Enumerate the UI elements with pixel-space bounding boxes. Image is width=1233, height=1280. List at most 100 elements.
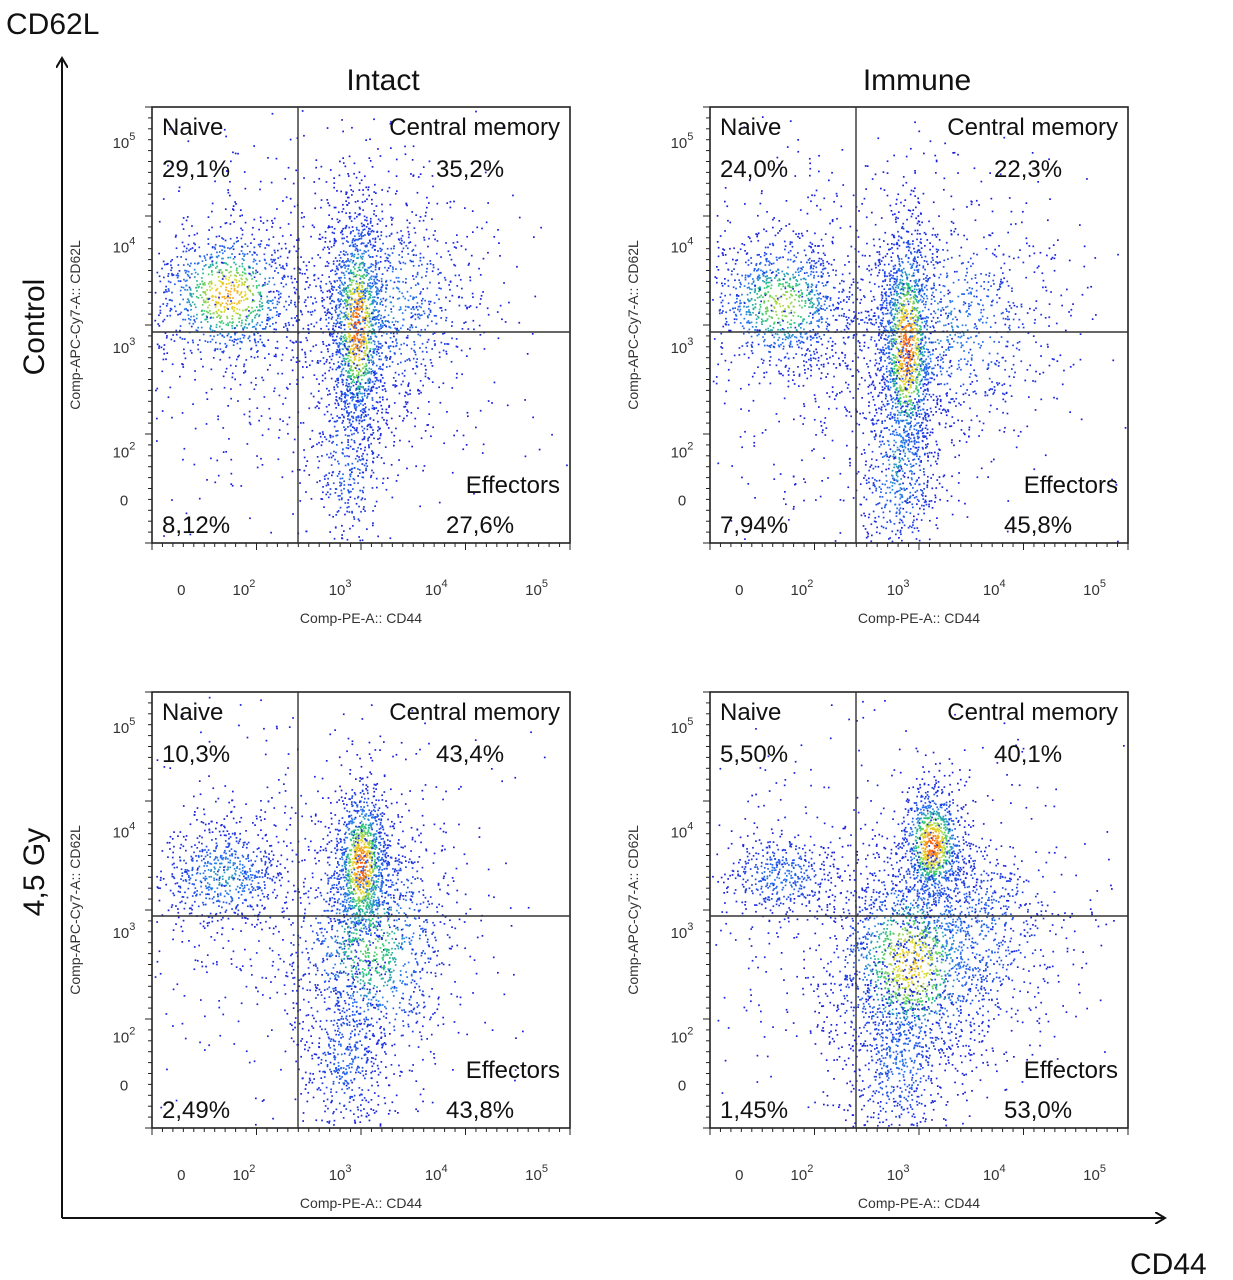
event-dot [775,302,778,305]
event-dot [353,235,356,237]
event-dot [354,298,357,301]
event-dot [329,436,332,439]
event-dot [371,487,374,489]
event-dot [340,400,343,402]
event-dot [324,436,326,438]
event-dot [424,328,426,331]
event-dot [190,273,193,275]
event-dot [214,348,217,350]
event-dot [344,401,347,403]
event-dot [426,196,428,199]
event-dot [769,345,771,347]
event-dot [423,465,426,467]
event-dot [231,318,234,320]
event-dot [365,225,368,228]
event-dot [251,320,254,323]
event-dot [795,329,798,331]
event-dot [763,372,765,374]
event-dot [260,240,263,242]
event-dot [321,305,324,307]
event-dot [366,316,369,319]
event-dot [186,273,189,276]
event-dot [376,302,378,304]
event-dot [889,280,891,282]
event-dot [803,417,806,420]
event-dot [775,314,778,316]
event-dot [322,341,324,343]
event-dot [393,402,396,404]
event-dot [373,310,376,312]
event-dot [725,321,728,323]
event-dot [326,127,329,129]
event-dot [361,284,363,287]
event-dot [220,310,222,313]
event-dot [793,311,796,314]
event-dot [905,394,907,397]
event-dot [368,239,371,242]
event-dot [414,425,416,428]
event-dot [873,298,876,301]
event-dot [242,299,245,302]
event-dot [727,279,730,282]
event-dot [233,288,236,290]
event-dot [401,256,403,258]
event-dot [343,408,346,411]
event-dot [746,293,749,296]
event-dot [417,176,420,178]
event-dot [370,263,373,265]
event-dot [425,211,427,214]
event-dot [368,337,371,340]
event-dot [189,349,192,352]
event-dot [352,343,355,346]
event-dot [205,315,208,318]
event-dot [353,518,356,520]
event-dot [909,289,912,291]
event-dot [822,259,824,262]
event-dot [826,325,829,328]
event-dot [757,232,760,235]
event-dot [325,360,328,363]
event-dot [347,371,349,373]
event-dot [338,326,340,328]
event-dot [163,348,165,351]
event-dot [808,315,810,317]
event-dot [823,303,826,306]
event-dot [354,300,356,303]
event-dot [233,341,235,343]
event-dot [361,396,364,398]
event-dot [349,232,352,235]
event-dot [379,381,382,383]
event-dot [232,344,235,346]
event-dot [259,334,262,337]
event-dot [225,302,228,305]
event-dot [277,313,280,315]
event-dot [377,218,380,221]
event-dot [244,187,247,190]
event-dot [438,298,440,301]
event-dot [358,301,361,304]
event-dot [340,303,342,305]
event-dot [785,291,787,293]
event-dot [719,308,721,311]
event-dot [298,297,300,300]
event-dot [245,277,247,280]
event-dot [212,312,215,315]
event-dot [892,385,895,388]
event-dot [340,393,343,395]
event-dot [279,226,282,229]
event-dot [279,255,282,258]
event-dot [363,339,366,341]
event-dot [319,285,322,287]
event-dot [443,276,446,279]
event-dot [368,317,371,320]
event-dot [369,220,372,223]
event-dot [840,314,843,317]
event-dot [319,256,322,259]
event-dot [225,222,228,224]
event-dot [371,225,374,227]
event-dot [420,299,423,302]
event-dot [758,333,760,336]
event-dot [384,446,387,448]
event-dot [159,280,162,283]
event-dot [170,338,173,341]
